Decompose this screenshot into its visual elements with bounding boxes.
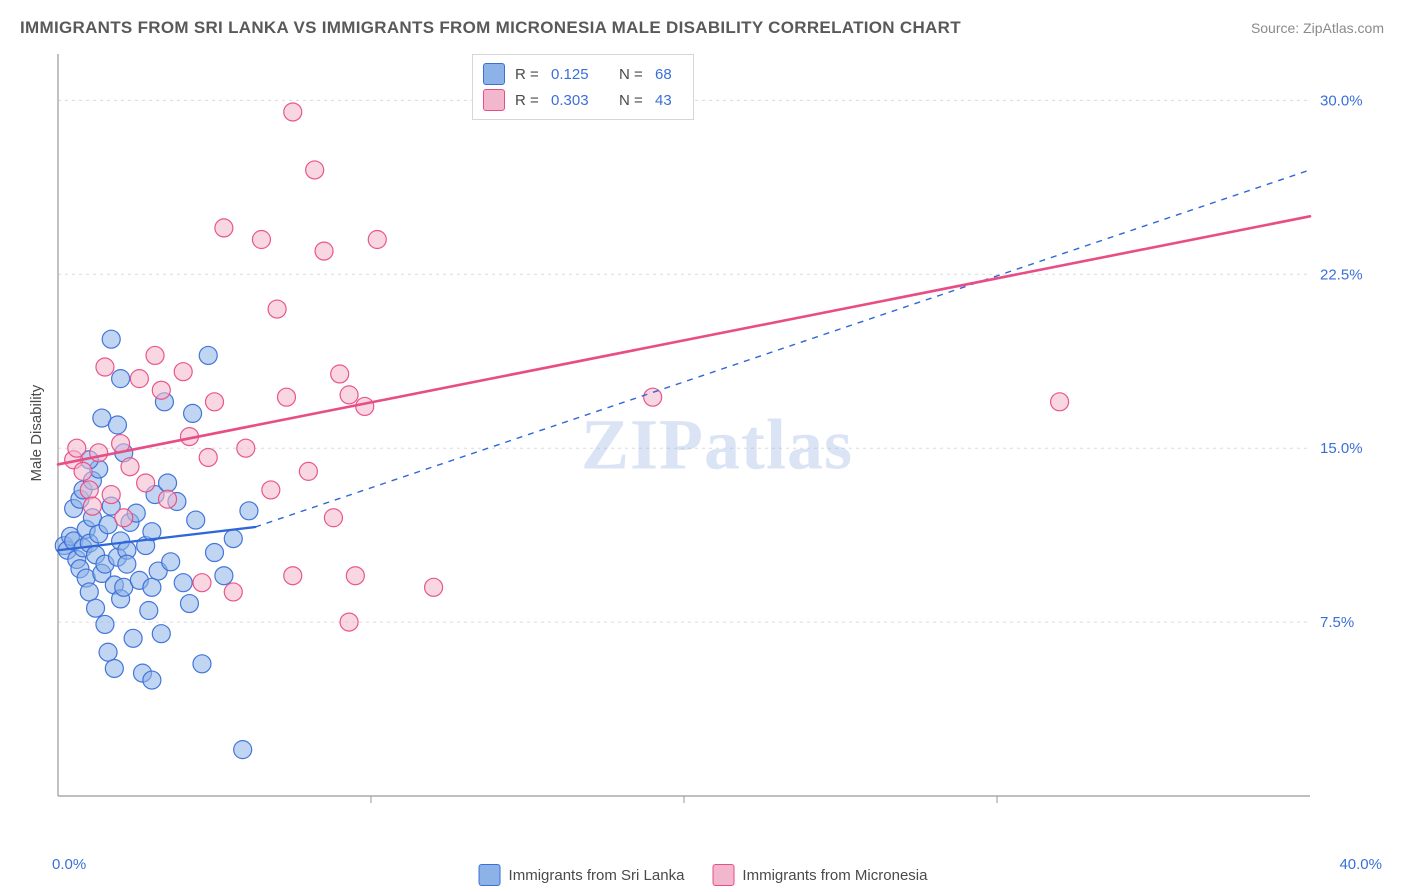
chart-title: IMMIGRANTS FROM SRI LANKA VS IMMIGRANTS …: [20, 18, 961, 38]
svg-text:15.0%: 15.0%: [1320, 440, 1363, 457]
x-axis-labels: 0.0% 40.0%: [0, 856, 1406, 886]
y-axis-label: Male Disability: [28, 385, 45, 482]
x-tick-max: 40.0%: [1339, 856, 1382, 873]
n-label: N =: [619, 66, 649, 83]
source-label: Source: ZipAtlas.com: [1251, 20, 1384, 36]
r-value: 0.303: [551, 92, 613, 109]
legend-row: R = 0.125 N = 68: [483, 61, 683, 87]
r-label: R =: [515, 66, 545, 83]
legend-row: R = 0.303 N = 43: [483, 87, 683, 113]
n-label: N =: [619, 92, 649, 109]
chart-container: IMMIGRANTS FROM SRI LANKA VS IMMIGRANTS …: [0, 0, 1406, 892]
svg-text:30.0%: 30.0%: [1320, 92, 1363, 109]
chart-svg: 7.5% 15.0% 22.5% 30.0%: [52, 50, 1382, 840]
n-value: 68: [655, 66, 683, 83]
n-value: 43: [655, 92, 683, 109]
plot-area: 7.5%15.0%22.5%30.0% ZIPatlas R =0.125N =…: [52, 50, 1382, 840]
correlation-legend: R = 0.125 N = 68 R = 0.303 N = 43: [472, 54, 694, 120]
svg-text:7.5%: 7.5%: [1320, 614, 1354, 631]
square-icon: [483, 63, 505, 85]
svg-text:22.5%: 22.5%: [1320, 266, 1363, 283]
r-value: 0.125: [551, 66, 613, 83]
r-label: R =: [515, 92, 545, 109]
square-icon: [483, 89, 505, 111]
x-tick-min: 0.0%: [52, 856, 86, 873]
